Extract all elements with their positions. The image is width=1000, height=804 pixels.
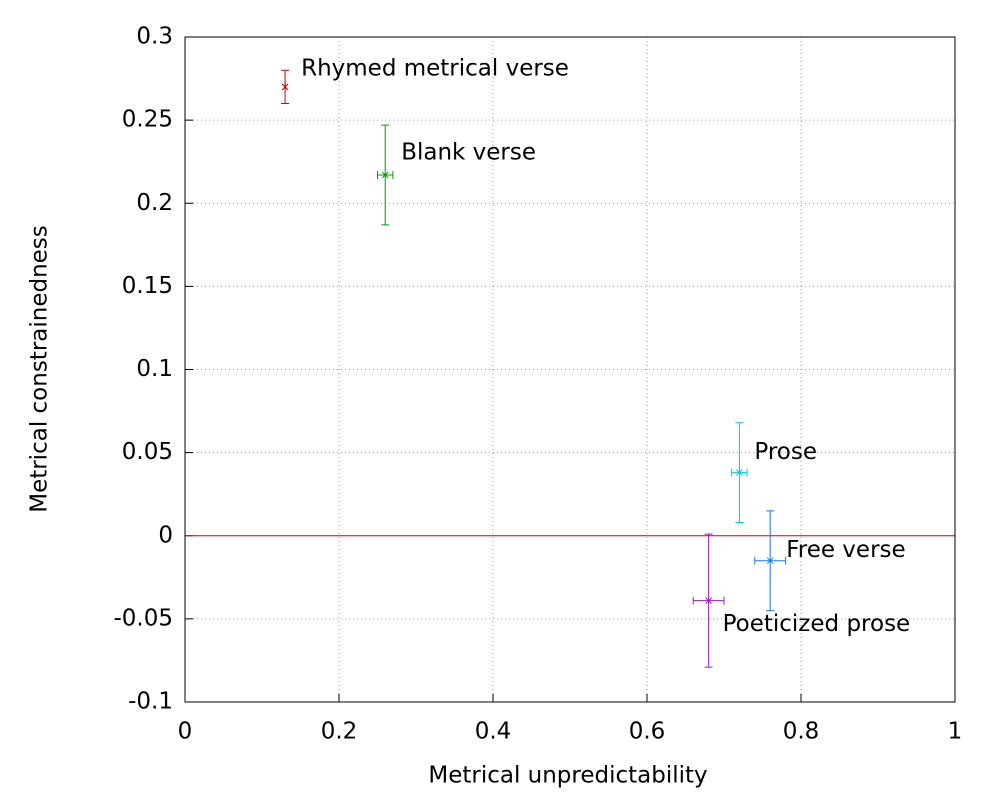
x-axis-title: Metrical unpredictability bbox=[428, 763, 707, 789]
y-tick-label: 0.25 bbox=[122, 107, 173, 133]
point bbox=[281, 83, 289, 91]
point bbox=[766, 557, 774, 565]
y-tick-label: -0.1 bbox=[128, 689, 173, 715]
y-tick-label: -0.05 bbox=[113, 605, 173, 631]
point-label: Rhymed metrical verse bbox=[301, 55, 569, 81]
x-tick-label: 0 bbox=[178, 719, 193, 745]
y-tick-label: 0.3 bbox=[136, 24, 173, 50]
x-tick-label: 0.4 bbox=[475, 719, 512, 745]
y-tick-label: 0 bbox=[158, 522, 173, 548]
y-axis-title: Metrical constrainedness bbox=[27, 225, 53, 513]
point bbox=[736, 469, 743, 476]
x-tick-label: 0.8 bbox=[783, 719, 820, 745]
point bbox=[381, 171, 389, 179]
y-tick-label: 0.15 bbox=[122, 273, 173, 299]
y-tick-label: 0.05 bbox=[122, 439, 173, 465]
x-tick-label: 0.6 bbox=[629, 719, 666, 745]
y-tick-label: 0.2 bbox=[136, 190, 173, 216]
x-tick-label: 0.2 bbox=[321, 719, 358, 745]
point-label: Free verse bbox=[786, 537, 905, 563]
point bbox=[705, 597, 712, 604]
x-tick-label: 1 bbox=[948, 719, 963, 745]
point-label: Blank verse bbox=[401, 139, 536, 165]
point-label: Poeticized prose bbox=[723, 611, 911, 637]
point-label: Prose bbox=[754, 439, 817, 465]
y-tick-label: 0.1 bbox=[136, 356, 173, 382]
plot-frame bbox=[184, 36, 956, 703]
